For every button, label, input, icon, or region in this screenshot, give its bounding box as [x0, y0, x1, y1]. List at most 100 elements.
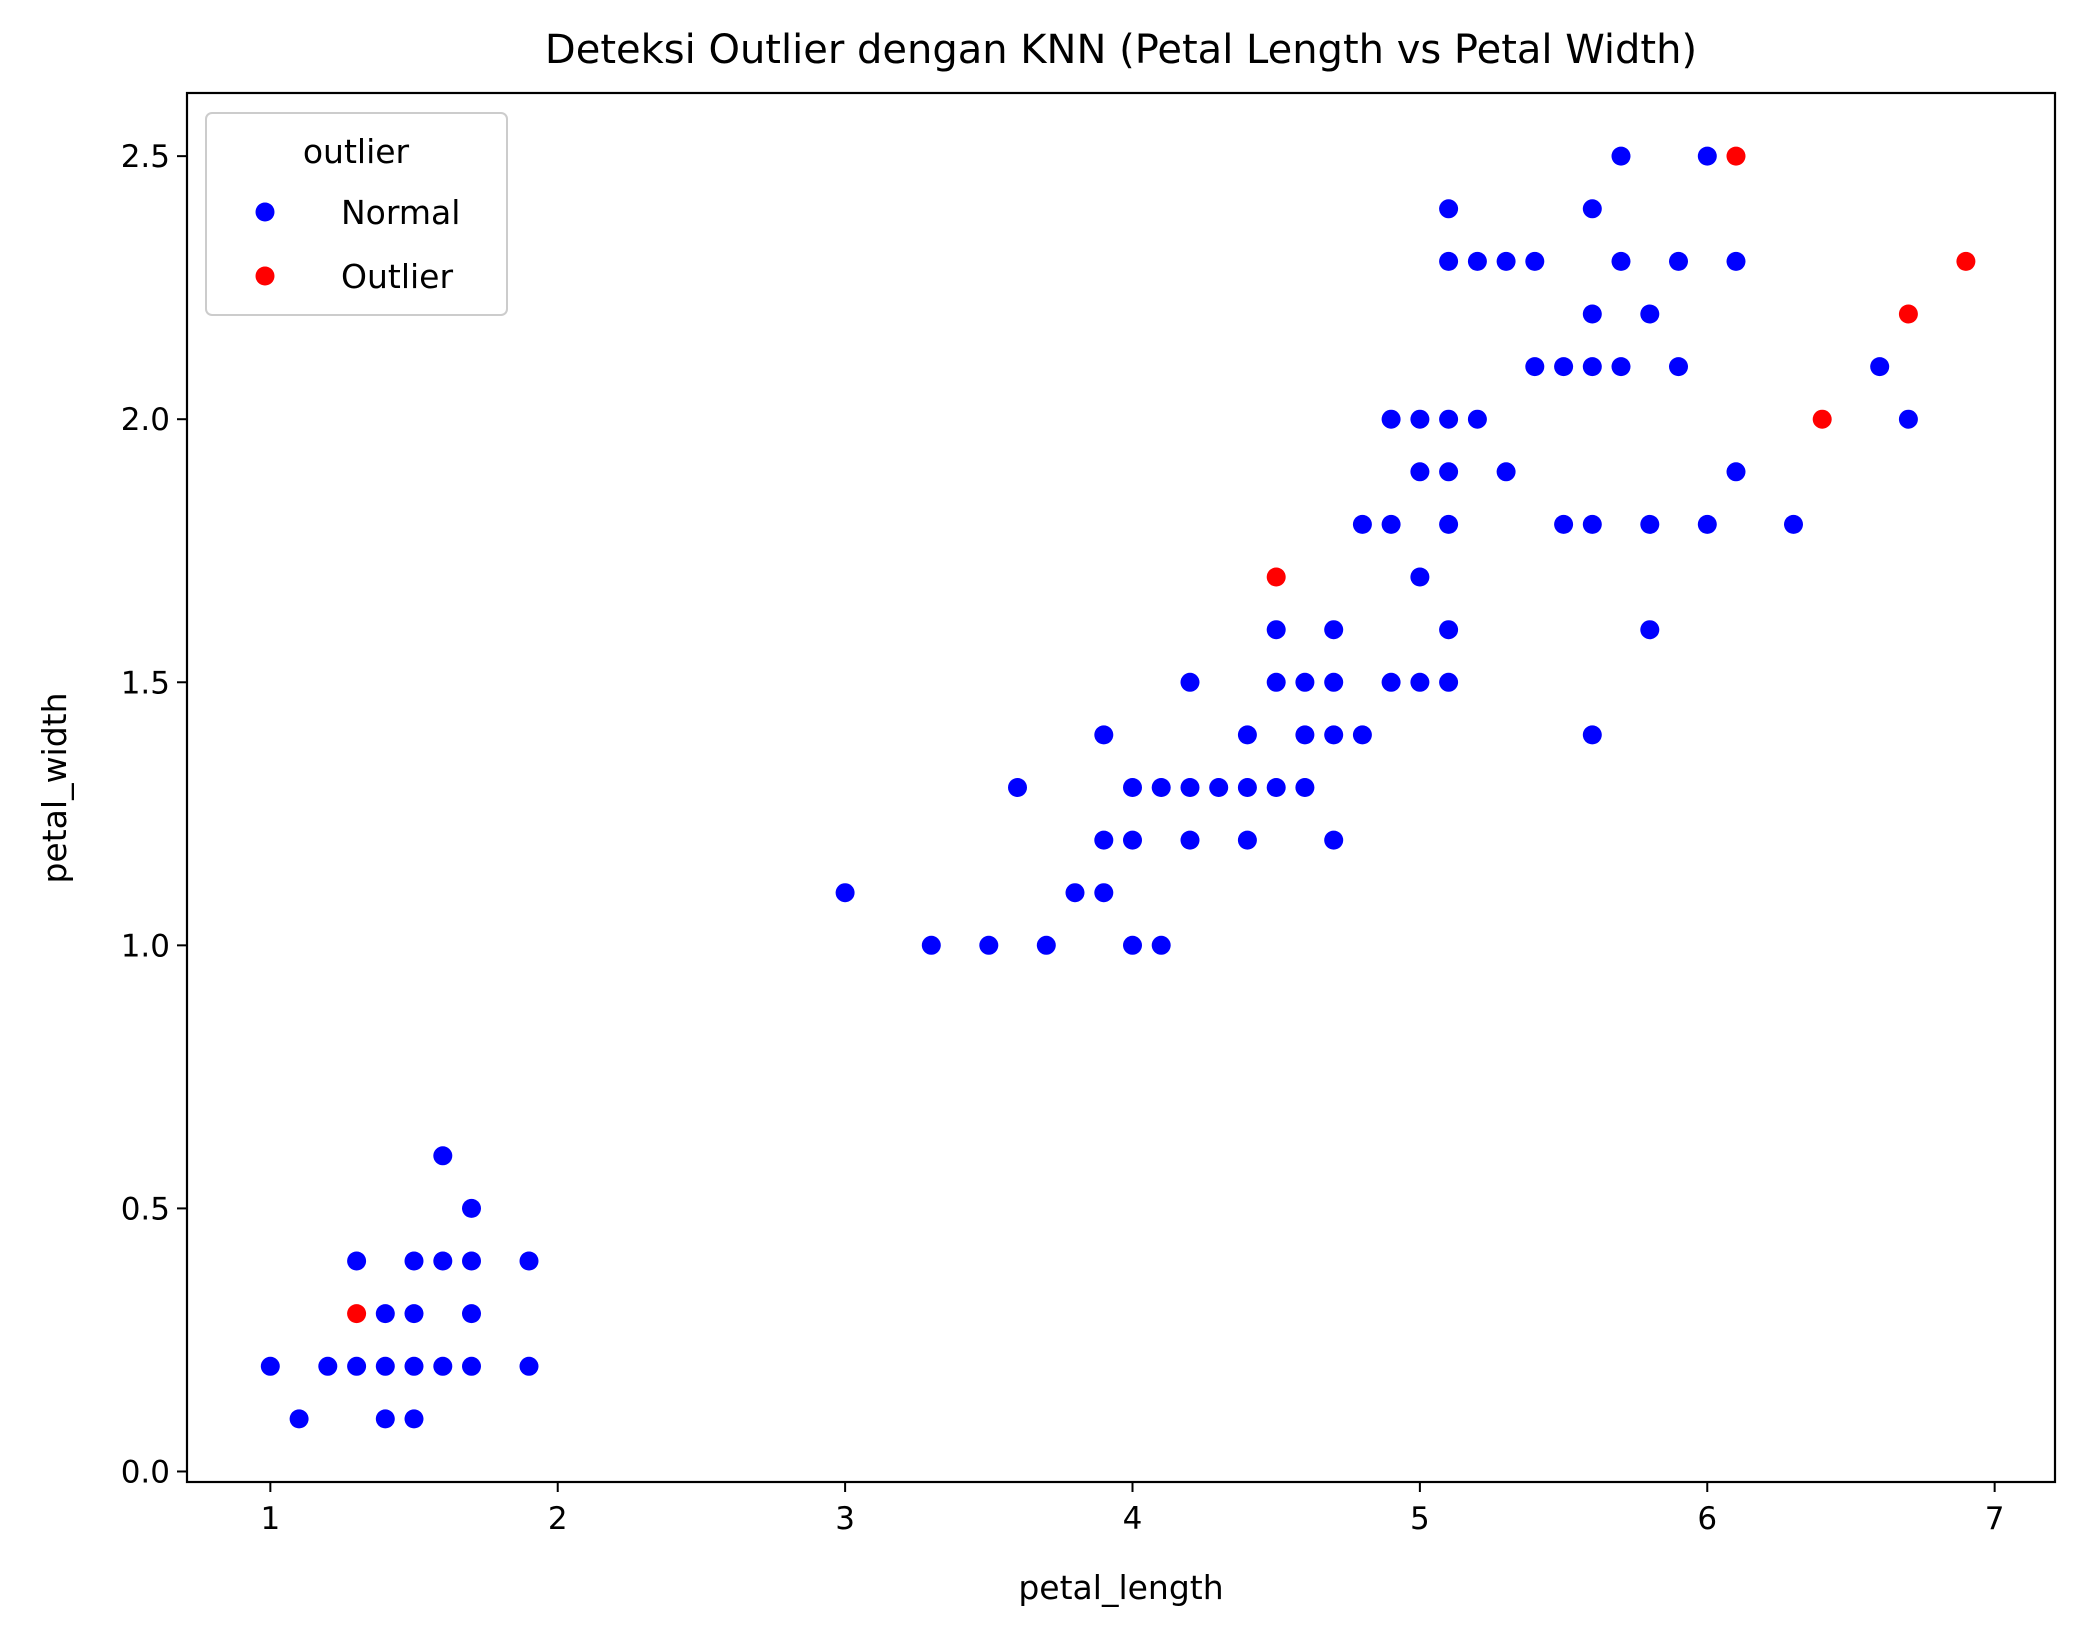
point-normal-78: [1582, 357, 1602, 377]
point-normal-19: [519, 1356, 539, 1376]
point-normal-68: [1467, 409, 1487, 429]
point-normal-63: [1439, 514, 1459, 534]
point-normal-10: [404, 1251, 424, 1271]
point-normal-83: [1611, 146, 1631, 166]
point-normal-51: [1324, 620, 1344, 640]
point-normal-56: [1381, 409, 1401, 429]
x-tick-label-2: 3: [835, 1501, 855, 1537]
point-normal-43: [1266, 672, 1286, 692]
point-normal-45: [1295, 778, 1315, 797]
point-normal-38: [1209, 778, 1229, 797]
y-tick-label-0: 0.0: [121, 1454, 170, 1490]
y-axis: 0.0 0.5 1.0 1.5 2.0 2.5: [121, 139, 187, 1490]
chart-title: Deteksi Outlier dengan KNN (Petal Length…: [545, 27, 1697, 73]
point-normal-6: [375, 1304, 395, 1324]
point-normal-64: [1439, 462, 1459, 482]
point-normal-4: [347, 1251, 367, 1271]
point-normal-20: [519, 1251, 539, 1271]
point-normal-67: [1439, 199, 1459, 219]
point-normal-37: [1180, 672, 1200, 692]
x-tick-label-0: 1: [260, 1501, 280, 1537]
point-normal-77: [1582, 514, 1602, 534]
point-normal-5: [375, 1356, 395, 1376]
x-tick-label-6: 7: [1985, 1501, 2005, 1537]
point-normal-47: [1295, 672, 1315, 692]
point-normal-13: [433, 1251, 453, 1271]
point-normal-82: [1611, 251, 1631, 271]
point-normal-54: [1381, 672, 1401, 692]
point-normal-87: [1669, 357, 1688, 377]
point-normal-48: [1324, 830, 1344, 850]
x-tick-label-1: 2: [548, 1501, 568, 1537]
point-normal-60: [1410, 409, 1430, 429]
point-normal-2: [318, 1356, 338, 1376]
point-normal-25: [1036, 935, 1056, 955]
point-normal-66: [1439, 251, 1459, 271]
legend-title: outlier: [303, 132, 410, 171]
point-normal-1: [289, 1409, 309, 1429]
point-normal-91: [1726, 462, 1746, 482]
x-tick-label-3: 4: [1123, 1501, 1143, 1537]
point-normal-53: [1352, 514, 1372, 534]
y-axis-label: petal_width: [35, 692, 74, 883]
point-normal-92: [1726, 251, 1746, 271]
point-normal-50: [1324, 672, 1344, 692]
point-normal-26: [1065, 883, 1085, 903]
point-normal-12: [433, 1356, 453, 1376]
point-normal-24: [1008, 778, 1027, 797]
point-outlier-2: [1726, 146, 1746, 166]
legend-marker-normal: [255, 202, 275, 222]
point-normal-29: [1094, 725, 1114, 745]
point-normal-42: [1266, 778, 1286, 797]
point-outlier-5: [1956, 251, 1976, 271]
point-normal-30: [1123, 935, 1142, 955]
point-normal-71: [1496, 251, 1516, 271]
point-normal-41: [1237, 725, 1257, 745]
point-outlier-4: [1898, 304, 1918, 324]
point-normal-61: [1439, 672, 1459, 692]
point-normal-31: [1123, 830, 1142, 850]
point-normal-23: [979, 935, 999, 955]
legend-box: [205, 112, 508, 316]
point-normal-11: [404, 1409, 424, 1429]
point-normal-76: [1582, 725, 1602, 745]
point-normal-46: [1295, 725, 1315, 745]
point-normal-32: [1123, 778, 1142, 797]
legend-label-outlier: Outlier: [341, 257, 453, 296]
point-outlier-3: [1812, 409, 1832, 429]
point-normal-36: [1180, 778, 1200, 797]
point-normal-34: [1151, 778, 1171, 797]
y-tick-label-3: 1.5: [121, 665, 170, 701]
point-normal-75: [1554, 357, 1574, 377]
point-normal-79: [1582, 304, 1602, 324]
point-normal-73: [1525, 251, 1545, 271]
data-points: [260, 146, 1976, 1429]
point-normal-81: [1611, 357, 1631, 377]
point-normal-18: [462, 1198, 481, 1218]
y-tick-label-2: 1.0: [121, 928, 170, 964]
point-normal-95: [1898, 409, 1918, 429]
point-normal-39: [1237, 830, 1257, 850]
point-normal-55: [1381, 514, 1401, 534]
point-normal-93: [1784, 514, 1803, 534]
point-normal-52: [1352, 725, 1372, 745]
y-tick-label-5: 2.5: [121, 139, 170, 175]
point-normal-86: [1640, 304, 1660, 324]
point-normal-62: [1439, 620, 1459, 640]
point-normal-15: [462, 1356, 481, 1376]
point-normal-88: [1669, 251, 1688, 271]
plot-area-frame: [185, 91, 2057, 1484]
legend-marker-outlier: [255, 266, 275, 286]
point-normal-44: [1266, 620, 1286, 640]
point-normal-16: [462, 1304, 481, 1324]
point-normal-49: [1324, 725, 1344, 745]
point-normal-33: [1151, 935, 1171, 955]
x-tick-label-4: 5: [1410, 1501, 1430, 1537]
point-normal-28: [1094, 830, 1114, 850]
point-normal-85: [1640, 514, 1660, 534]
point-normal-70: [1496, 462, 1516, 482]
point-normal-9: [404, 1304, 424, 1324]
point-normal-84: [1640, 620, 1660, 640]
point-normal-17: [462, 1251, 481, 1271]
